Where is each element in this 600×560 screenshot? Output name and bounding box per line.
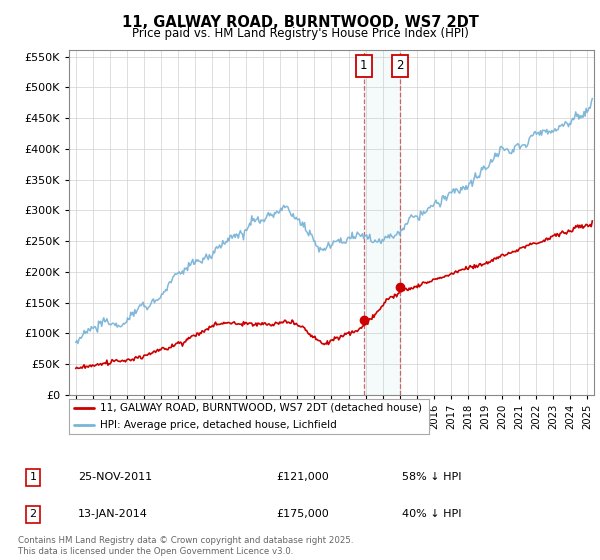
Text: 1: 1	[360, 59, 368, 72]
Text: £121,000: £121,000	[276, 472, 329, 482]
Text: 1: 1	[29, 472, 37, 482]
Text: Price paid vs. HM Land Registry's House Price Index (HPI): Price paid vs. HM Land Registry's House …	[131, 27, 469, 40]
Text: Contains HM Land Registry data © Crown copyright and database right 2025.
This d: Contains HM Land Registry data © Crown c…	[18, 536, 353, 556]
Text: 2: 2	[397, 59, 404, 72]
Text: £175,000: £175,000	[276, 509, 329, 519]
Text: 40% ↓ HPI: 40% ↓ HPI	[402, 509, 461, 519]
Text: 13-JAN-2014: 13-JAN-2014	[78, 509, 148, 519]
Text: 11, GALWAY ROAD, BURNTWOOD, WS7 2DT: 11, GALWAY ROAD, BURNTWOOD, WS7 2DT	[122, 15, 478, 30]
Text: 2: 2	[29, 509, 37, 519]
Text: 11, GALWAY ROAD, BURNTWOOD, WS7 2DT (detached house): 11, GALWAY ROAD, BURNTWOOD, WS7 2DT (det…	[100, 403, 422, 413]
Text: 58% ↓ HPI: 58% ↓ HPI	[402, 472, 461, 482]
Text: HPI: Average price, detached house, Lichfield: HPI: Average price, detached house, Lich…	[100, 421, 337, 430]
Bar	[364, 50, 400, 395]
Text: 25-NOV-2011: 25-NOV-2011	[78, 472, 152, 482]
